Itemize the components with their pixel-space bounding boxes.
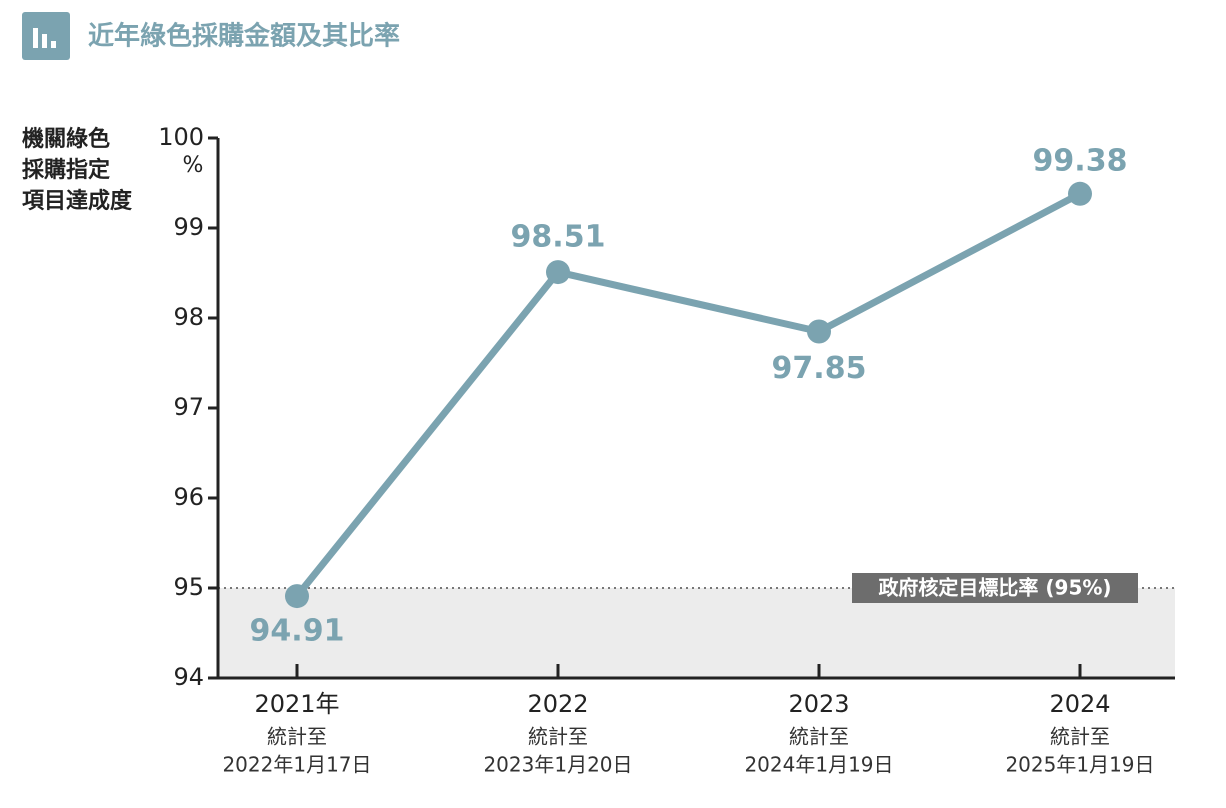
icon-bar	[33, 28, 38, 48]
y-tick-label: 100	[158, 123, 204, 151]
data-point	[546, 260, 570, 285]
x-tick-note: 2023年1月20日	[483, 753, 632, 777]
x-tick-note: 2022年1月17日	[222, 753, 371, 777]
icon-bar	[42, 34, 47, 48]
y-tick-label: 98	[173, 303, 204, 331]
y-tick-label: 97	[173, 393, 204, 421]
x-tick-note: 統計至	[789, 725, 849, 749]
data-line	[294, 190, 1082, 599]
x-tick-note: 統計至	[1050, 725, 1110, 749]
data-label: 98.51	[511, 220, 606, 255]
data-point	[1068, 181, 1092, 206]
y-axis-label: 機關綠色	[22, 126, 110, 152]
y-tick-label: 95	[173, 573, 204, 601]
x-tick-label: 2023	[788, 690, 849, 718]
y-tick-label: 94	[173, 663, 204, 691]
y-unit: %	[183, 153, 204, 178]
y-tick-label: 99	[173, 213, 204, 241]
data-label: 97.85	[772, 351, 867, 386]
icon-bar	[51, 41, 56, 48]
target-label: 政府核定目標比率 (95%)	[878, 576, 1111, 600]
data-label: 94.91	[250, 614, 345, 649]
y-axis-label: 項目達成度	[22, 188, 133, 214]
data-point	[807, 319, 831, 344]
chart-title: 近年綠色採購金額及其比率	[88, 21, 400, 52]
x-tick-label: 2021年	[254, 690, 339, 718]
x-tick-label: 2024	[1049, 690, 1110, 718]
target-label-bg	[852, 573, 1138, 603]
data-label: 99.38	[1033, 143, 1128, 178]
y-axis-label: 採購指定	[22, 157, 110, 183]
x-tick-label: 2022	[527, 690, 588, 718]
x-tick-note: 統計至	[528, 725, 588, 749]
data-point	[285, 584, 309, 609]
x-tick-note: 統計至	[267, 725, 327, 749]
y-tick-label: 96	[173, 483, 204, 511]
x-tick-note: 2025年1月19日	[1005, 753, 1154, 777]
x-tick-note: 2024年1月19日	[744, 753, 893, 777]
